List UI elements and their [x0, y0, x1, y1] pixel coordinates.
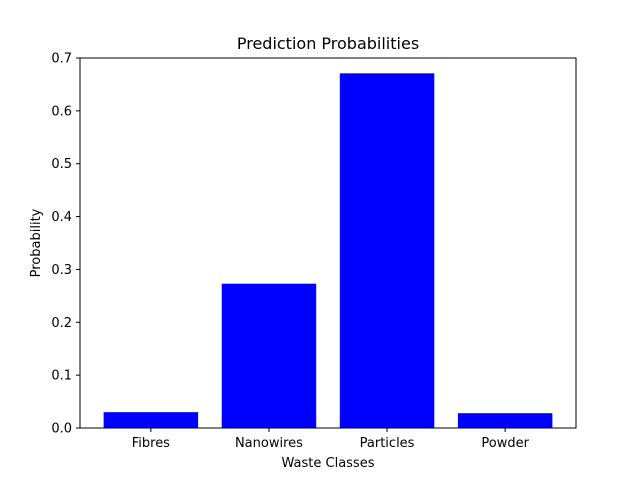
bar-nanowires: [221, 283, 317, 428]
y-tick-label: 0.2: [51, 316, 72, 331]
y-tick-label: 0.4: [51, 210, 72, 225]
x-tick-label: Powder: [481, 436, 529, 451]
y-tick-label: 0.6: [51, 104, 72, 119]
chart-title: Prediction Probabilities: [237, 34, 419, 53]
bar-powder: [457, 413, 553, 428]
x-tick-label: Particles: [360, 436, 415, 451]
y-tick-label: 0.3: [51, 263, 72, 278]
y-axis-label: Probability: [29, 208, 44, 277]
x-tick-label: Nanowires: [235, 436, 303, 451]
x-axis: Fibres Nanowires Particles Powder: [132, 428, 530, 451]
x-axis-label: Waste Classes: [282, 456, 375, 471]
y-tick-label: 0.7: [51, 52, 72, 67]
plot-frame: [79, 57, 577, 429]
bars-group: [103, 73, 553, 428]
x-tick-label: Fibres: [132, 436, 170, 451]
y-tick-label: 0.0: [51, 422, 72, 437]
bar-particles: [339, 73, 435, 428]
bar-fibres: [103, 412, 199, 428]
y-tick-label: 0.5: [51, 157, 72, 172]
y-axis: 0.0 0.1 0.2 0.3 0.4 0.5 0.6 0.7: [51, 52, 80, 437]
y-tick-label: 0.1: [51, 369, 72, 384]
